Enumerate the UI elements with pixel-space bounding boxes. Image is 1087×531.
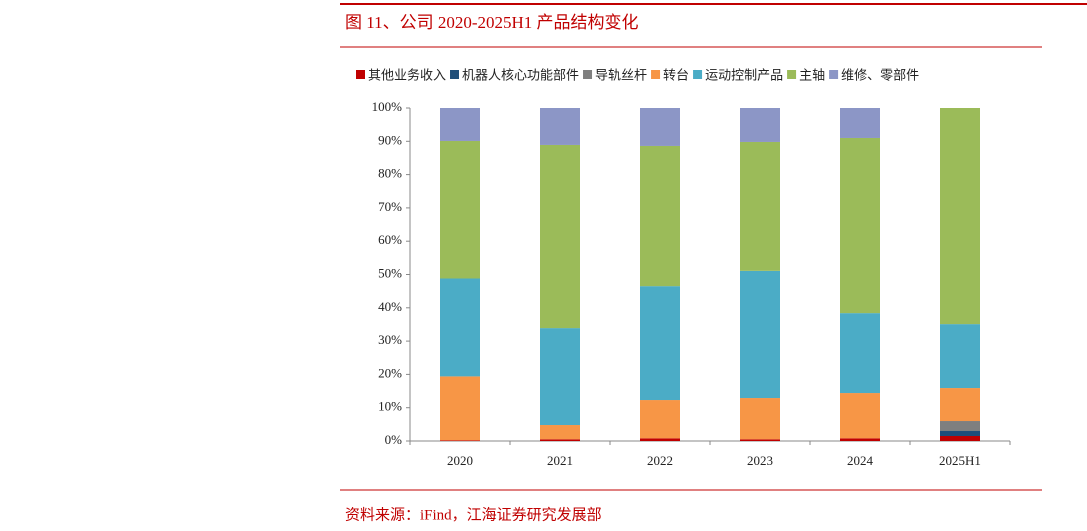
y-tick-label: 50% xyxy=(378,265,402,280)
x-tick-label: 2023 xyxy=(747,453,773,468)
bar-segment xyxy=(440,440,480,441)
bar-segment xyxy=(440,376,480,441)
bar-segment xyxy=(640,108,680,146)
bar-segment xyxy=(640,145,680,287)
y-tick-label: 30% xyxy=(378,332,402,347)
legend-label: 转台 xyxy=(663,69,689,84)
bar-segment xyxy=(640,400,680,439)
y-tick-label: 0% xyxy=(385,432,403,447)
bar-segment xyxy=(740,108,780,142)
bar-segment xyxy=(640,438,680,441)
bar-segment xyxy=(740,439,780,441)
bar-segment xyxy=(840,313,880,394)
source: 资料来源：iFind，江海证券研究发展部 xyxy=(345,506,602,523)
x-tick-label: 2021 xyxy=(547,453,573,468)
bar-segment xyxy=(940,388,980,422)
legend-label: 维修、零部件 xyxy=(841,69,919,84)
bar-segment xyxy=(540,425,580,440)
bar-segment xyxy=(940,436,980,441)
bar-segment xyxy=(940,421,980,432)
legend-swatch xyxy=(651,70,661,79)
legend-swatch xyxy=(829,70,839,79)
y-tick-label: 60% xyxy=(378,232,402,247)
bar-segment xyxy=(840,137,880,314)
legend-swatch xyxy=(693,70,703,79)
y-tick-label: 40% xyxy=(378,299,402,314)
bar-segment xyxy=(740,398,780,440)
bar-segment xyxy=(940,431,980,437)
bar-segment xyxy=(440,140,480,279)
y-tick-label: 80% xyxy=(378,166,402,181)
bar-segment xyxy=(540,108,580,145)
bar-segment xyxy=(840,393,880,439)
y-tick-label: 100% xyxy=(372,99,403,114)
legend-swatch xyxy=(583,70,593,79)
bar-segment xyxy=(840,438,880,441)
bar-segment xyxy=(440,108,480,141)
legend-label: 导轨丝杆 xyxy=(595,69,647,84)
bar-segment xyxy=(440,278,480,377)
bar-segment xyxy=(940,108,980,325)
legend-label: 运动控制产品 xyxy=(705,69,783,84)
legend-swatch xyxy=(787,70,797,79)
y-tick-label: 20% xyxy=(378,365,402,380)
legend-label: 其他业务收入 xyxy=(368,68,446,84)
bar-segment xyxy=(640,286,680,401)
y-tick-label: 10% xyxy=(378,399,402,414)
legend-label: 主轴 xyxy=(799,69,825,84)
legend-label: 机器人核心功能部件 xyxy=(462,69,579,84)
bar-segment xyxy=(540,439,580,441)
legend-swatch xyxy=(356,70,365,79)
bar-segment xyxy=(740,141,780,271)
x-tick-label: 2024 xyxy=(847,453,874,468)
bar-segment xyxy=(540,328,580,426)
bar-segment xyxy=(740,270,780,399)
y-tick-label: 90% xyxy=(378,132,402,147)
x-tick-label: 2020 xyxy=(447,453,473,468)
chart-title: 图 11、公司 2020-2025H1 产品结构变化 xyxy=(345,13,639,32)
y-tick-label: 70% xyxy=(378,199,402,214)
x-tick-label: 2025H1 xyxy=(939,453,981,468)
x-tick-label: 2022 xyxy=(647,453,673,468)
bar-segment xyxy=(940,324,980,389)
legend-swatch xyxy=(450,70,460,79)
bar-segment xyxy=(840,108,880,138)
bar-segment xyxy=(540,144,580,329)
